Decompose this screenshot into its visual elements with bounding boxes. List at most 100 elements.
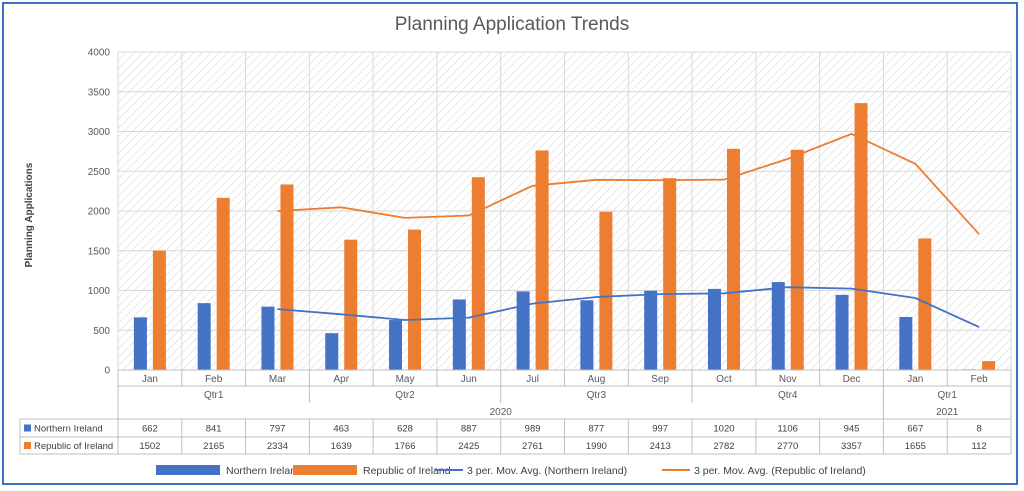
bar-northern-ireland xyxy=(516,291,530,370)
y-tick-label: 3000 xyxy=(88,127,111,138)
year-label: 2021 xyxy=(936,407,959,418)
table-series-name: Republic of Ireland xyxy=(34,441,113,452)
x-tick-label: Jan xyxy=(907,374,923,385)
bar-northern-ireland xyxy=(389,320,403,370)
bar-republic-of-ireland xyxy=(535,150,549,370)
bar-northern-ireland xyxy=(707,288,721,370)
y-tick-label: 1000 xyxy=(88,286,111,297)
y-tick-label: 4000 xyxy=(88,48,111,59)
table-cell: 662 xyxy=(142,424,158,435)
legend-label: Northern Ireland xyxy=(226,465,302,477)
x-tick-label: Feb xyxy=(205,374,223,385)
bar-northern-ireland xyxy=(899,316,913,370)
legend-item: Republic of Ireland xyxy=(293,465,451,477)
table-cell: 1990 xyxy=(586,441,607,452)
y-tick-label: 3500 xyxy=(88,87,111,98)
table-cell: 112 xyxy=(972,441,987,452)
legend-item: 3 per. Mov. Avg. (Northern Ireland) xyxy=(435,465,627,477)
bar-northern-ireland xyxy=(580,300,594,370)
table-cell: 628 xyxy=(397,424,413,435)
bar-northern-ireland xyxy=(261,306,275,370)
table-cell: 2770 xyxy=(777,441,798,452)
bar-northern-ireland xyxy=(644,290,658,370)
bar-republic-of-ireland xyxy=(663,178,677,370)
chart-title: Planning Application Trends xyxy=(395,14,630,35)
bar-republic-of-ireland xyxy=(918,238,932,370)
x-tick-label: Jun xyxy=(461,374,477,385)
bar-republic-of-ireland xyxy=(726,148,740,370)
table-cell: 667 xyxy=(907,424,923,435)
table-cell: 1020 xyxy=(713,424,734,435)
table-cell: 997 xyxy=(652,424,668,435)
bar-northern-ireland xyxy=(771,282,785,370)
bar-republic-of-ireland xyxy=(216,197,230,370)
y-tick-label: 500 xyxy=(93,326,110,337)
legend-item: 3 per. Mov. Avg. (Republic of Ireland) xyxy=(662,465,866,477)
table-cell: 1639 xyxy=(331,441,352,452)
legend-swatch xyxy=(293,465,357,475)
x-tick-label: Apr xyxy=(333,374,349,385)
x-tick-label: Dec xyxy=(843,374,861,385)
table-cell: 1766 xyxy=(394,441,415,452)
table-cell: 877 xyxy=(588,424,604,435)
table-cell: 1106 xyxy=(778,424,798,435)
bar-northern-ireland xyxy=(835,294,849,370)
table-cell: 2782 xyxy=(713,441,734,452)
x-tick-label: Sep xyxy=(651,374,669,385)
table-cell: 463 xyxy=(333,424,349,435)
legend-item: Northern Ireland xyxy=(156,465,302,477)
bar-republic-of-ireland xyxy=(599,211,613,370)
legend-swatch xyxy=(156,465,220,475)
x-tick-label: Feb xyxy=(970,374,988,385)
table-cell: 1655 xyxy=(905,441,926,452)
bar-northern-ireland xyxy=(197,303,211,370)
x-tick-label: Jul xyxy=(526,374,539,385)
table-cell: 8 xyxy=(976,424,981,435)
table-cell: 2334 xyxy=(267,441,288,452)
bar-republic-of-ireland xyxy=(982,361,996,370)
bar-northern-ireland xyxy=(325,333,339,370)
y-tick-label: 2000 xyxy=(88,207,111,218)
quarter-label: Qtr1 xyxy=(937,390,957,401)
table-cell: 1502 xyxy=(139,441,160,452)
table-cell: 2761 xyxy=(522,441,543,452)
x-tick-label: Aug xyxy=(587,374,605,385)
table-cell: 2413 xyxy=(650,441,671,452)
bar-republic-of-ireland xyxy=(344,239,358,370)
table-cell: 797 xyxy=(270,424,286,435)
table-cell: 945 xyxy=(844,424,860,435)
legend-label: 3 per. Mov. Avg. (Northern Ireland) xyxy=(467,465,627,477)
quarter-label: Qtr2 xyxy=(395,390,415,401)
table-cell: 2165 xyxy=(203,441,224,452)
trendline-northern-ireland xyxy=(277,286,980,328)
quarter-label: Qtr1 xyxy=(204,390,224,401)
bar-northern-ireland xyxy=(452,299,466,370)
bar-republic-of-ireland xyxy=(408,229,422,370)
y-tick-label: 1500 xyxy=(88,246,111,257)
bar-northern-ireland xyxy=(133,317,147,370)
bar-republic-of-ireland xyxy=(152,250,166,370)
legend-label: 3 per. Mov. Avg. (Republic of Ireland) xyxy=(694,465,866,477)
x-tick-label: May xyxy=(396,374,415,385)
y-tick-label: 0 xyxy=(104,366,110,377)
table-series-key xyxy=(24,442,31,449)
table-cell: 841 xyxy=(206,424,222,435)
x-tick-label: Jan xyxy=(142,374,158,385)
quarter-label: Qtr4 xyxy=(778,390,798,401)
x-tick-label: Mar xyxy=(269,374,287,385)
x-tick-label: Oct xyxy=(716,374,732,385)
bar-republic-of-ireland xyxy=(790,149,804,370)
legend-label: Republic of Ireland xyxy=(363,465,451,477)
table-series-name: Northern Ireland xyxy=(34,424,103,435)
x-tick-label: Nov xyxy=(779,374,797,385)
bar-republic-of-ireland xyxy=(471,177,485,370)
table-cell: 2425 xyxy=(458,441,479,452)
year-label: 2020 xyxy=(490,407,513,418)
quarter-label: Qtr3 xyxy=(587,390,607,401)
table-cell: 989 xyxy=(525,424,541,435)
y-axis-label: Planning Applications xyxy=(24,162,35,267)
bar-republic-of-ireland xyxy=(280,184,294,370)
table-cell: 887 xyxy=(461,424,477,435)
bar-republic-of-ireland xyxy=(854,103,868,370)
